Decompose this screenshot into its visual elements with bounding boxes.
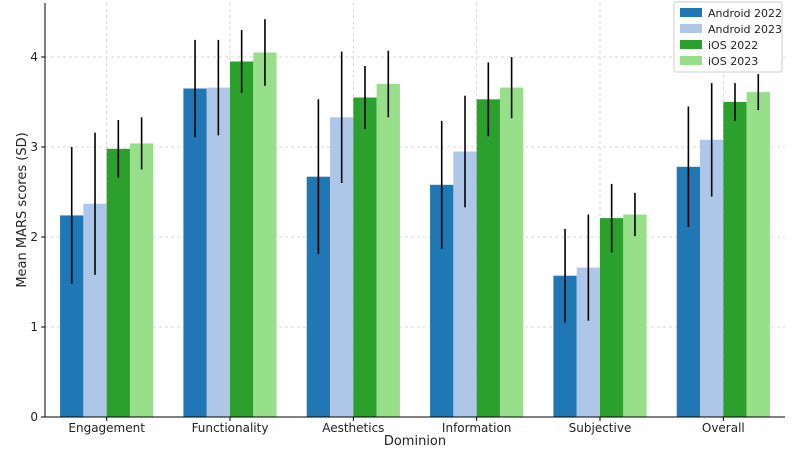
bar bbox=[700, 139, 724, 418]
bar bbox=[183, 88, 207, 417]
bar bbox=[453, 151, 477, 417]
bar bbox=[230, 61, 254, 417]
x-tick-label: Information bbox=[442, 421, 511, 435]
x-tick-label: Aesthetics bbox=[322, 421, 384, 435]
bar bbox=[353, 97, 377, 417]
legend-label: iOS 2022 bbox=[708, 39, 758, 52]
bar bbox=[60, 215, 84, 417]
bar bbox=[553, 275, 577, 417]
y-tick-label: 3 bbox=[30, 140, 38, 154]
legend-swatch bbox=[680, 24, 702, 33]
y-tick-label: 0 bbox=[30, 410, 38, 424]
legend-label: iOS 2023 bbox=[708, 55, 758, 68]
y-axis-label: Mean MARS scores (SD) bbox=[15, 132, 30, 287]
x-tick-label: Overall bbox=[702, 421, 745, 435]
bar bbox=[376, 84, 400, 417]
bar bbox=[430, 184, 454, 417]
ticks: 0 1 2 3 4 Engagement Functionality Aesthetics In… bbox=[30, 50, 744, 435]
legend-label: Android 2022 bbox=[708, 7, 782, 20]
error-bars bbox=[70, 19, 760, 323]
bar bbox=[106, 148, 130, 418]
bar bbox=[476, 99, 500, 418]
legend-label: Android 2023 bbox=[708, 23, 782, 36]
x-axis-label: Dominion bbox=[384, 434, 446, 449]
bar bbox=[253, 52, 277, 417]
legend-swatch bbox=[680, 40, 702, 49]
x-tick-label: Subjective bbox=[569, 421, 632, 435]
axes bbox=[44, 3, 785, 418]
legend-swatch bbox=[680, 56, 702, 65]
bar bbox=[576, 267, 600, 417]
bar bbox=[330, 117, 354, 418]
x-tick-label: Functionality bbox=[192, 421, 269, 435]
bar bbox=[623, 214, 647, 417]
bar bbox=[306, 176, 331, 417]
bar bbox=[499, 87, 524, 417]
bar bbox=[83, 203, 107, 417]
y-tick-label: 4 bbox=[30, 50, 38, 64]
bar bbox=[129, 143, 154, 417]
legend-box bbox=[673, 1, 783, 73]
bar bbox=[206, 87, 230, 417]
bar bbox=[676, 166, 701, 417]
y-tick-label: 1 bbox=[30, 320, 38, 334]
bar bbox=[723, 102, 747, 417]
bars bbox=[60, 52, 770, 418]
legend-swatch bbox=[680, 8, 702, 17]
legend: Android 2022 Android 2023 iOS 2022 iOS 2023 bbox=[673, 1, 783, 73]
x-tick-label: Engagement bbox=[68, 421, 145, 435]
bar bbox=[746, 92, 770, 417]
bar bbox=[600, 218, 624, 417]
y-tick-label: 2 bbox=[30, 230, 38, 244]
